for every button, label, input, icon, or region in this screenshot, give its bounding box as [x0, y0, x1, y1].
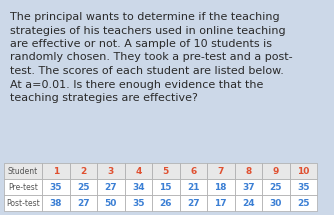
- Text: 50: 50: [105, 198, 117, 207]
- Text: 24: 24: [242, 198, 255, 207]
- Bar: [42, 179, 69, 195]
- Text: 25: 25: [297, 198, 310, 207]
- Bar: [4, 163, 42, 179]
- Bar: [262, 163, 290, 179]
- Bar: [179, 163, 207, 179]
- Bar: [179, 179, 207, 195]
- Bar: [97, 195, 125, 211]
- Bar: [125, 179, 152, 195]
- Text: 27: 27: [187, 198, 199, 207]
- Bar: [97, 179, 125, 195]
- Text: 3: 3: [108, 166, 114, 175]
- Bar: [234, 163, 262, 179]
- Bar: [207, 163, 234, 179]
- Bar: [97, 163, 125, 179]
- Text: 8: 8: [245, 166, 252, 175]
- Text: 35: 35: [132, 198, 145, 207]
- Text: 38: 38: [49, 198, 62, 207]
- Text: 35: 35: [297, 183, 310, 192]
- Bar: [152, 195, 179, 211]
- Text: 5: 5: [163, 166, 169, 175]
- Bar: [262, 179, 290, 195]
- Text: Post-test: Post-test: [6, 198, 40, 207]
- Text: 4: 4: [135, 166, 141, 175]
- Text: 17: 17: [214, 198, 227, 207]
- Bar: [179, 195, 207, 211]
- Text: 30: 30: [270, 198, 282, 207]
- Bar: [4, 195, 42, 211]
- Text: 10: 10: [297, 166, 309, 175]
- Text: 25: 25: [270, 183, 282, 192]
- Text: 6: 6: [190, 166, 196, 175]
- Bar: [207, 179, 234, 195]
- Text: teaching strategies are effective?: teaching strategies are effective?: [10, 93, 198, 103]
- Text: 1: 1: [53, 166, 59, 175]
- Bar: [69, 195, 97, 211]
- Bar: [234, 179, 262, 195]
- Text: 15: 15: [160, 183, 172, 192]
- Bar: [290, 179, 317, 195]
- Text: 35: 35: [49, 183, 62, 192]
- Text: strategies of his teachers used in online teaching: strategies of his teachers used in onlin…: [10, 26, 286, 35]
- Bar: [42, 195, 69, 211]
- Bar: [4, 179, 42, 195]
- Bar: [69, 163, 97, 179]
- Text: Pre-test: Pre-test: [8, 183, 38, 192]
- Text: 2: 2: [80, 166, 87, 175]
- Bar: [262, 195, 290, 211]
- Text: 18: 18: [214, 183, 227, 192]
- Bar: [207, 195, 234, 211]
- Text: are effective or not. A sample of 10 students is: are effective or not. A sample of 10 stu…: [10, 39, 272, 49]
- Text: 27: 27: [105, 183, 117, 192]
- Text: 9: 9: [273, 166, 279, 175]
- Text: 21: 21: [187, 183, 199, 192]
- Text: 37: 37: [242, 183, 255, 192]
- Text: 27: 27: [77, 198, 90, 207]
- Bar: [125, 195, 152, 211]
- Bar: [290, 195, 317, 211]
- Bar: [152, 179, 179, 195]
- Bar: [234, 195, 262, 211]
- Text: At a=0.01. Is there enough evidence that the: At a=0.01. Is there enough evidence that…: [10, 80, 264, 89]
- Bar: [290, 163, 317, 179]
- Bar: [152, 163, 179, 179]
- Text: 7: 7: [217, 166, 224, 175]
- Text: 25: 25: [77, 183, 90, 192]
- Text: randomly chosen. They took a pre-test and a post-: randomly chosen. They took a pre-test an…: [10, 52, 293, 63]
- Text: 26: 26: [160, 198, 172, 207]
- Text: The principal wants to determine if the teaching: The principal wants to determine if the …: [10, 12, 280, 22]
- Bar: [42, 163, 69, 179]
- Bar: [69, 179, 97, 195]
- Bar: [125, 163, 152, 179]
- Text: Student: Student: [8, 166, 38, 175]
- Text: 34: 34: [132, 183, 145, 192]
- Text: test. The scores of each student are listed below.: test. The scores of each student are lis…: [10, 66, 284, 76]
